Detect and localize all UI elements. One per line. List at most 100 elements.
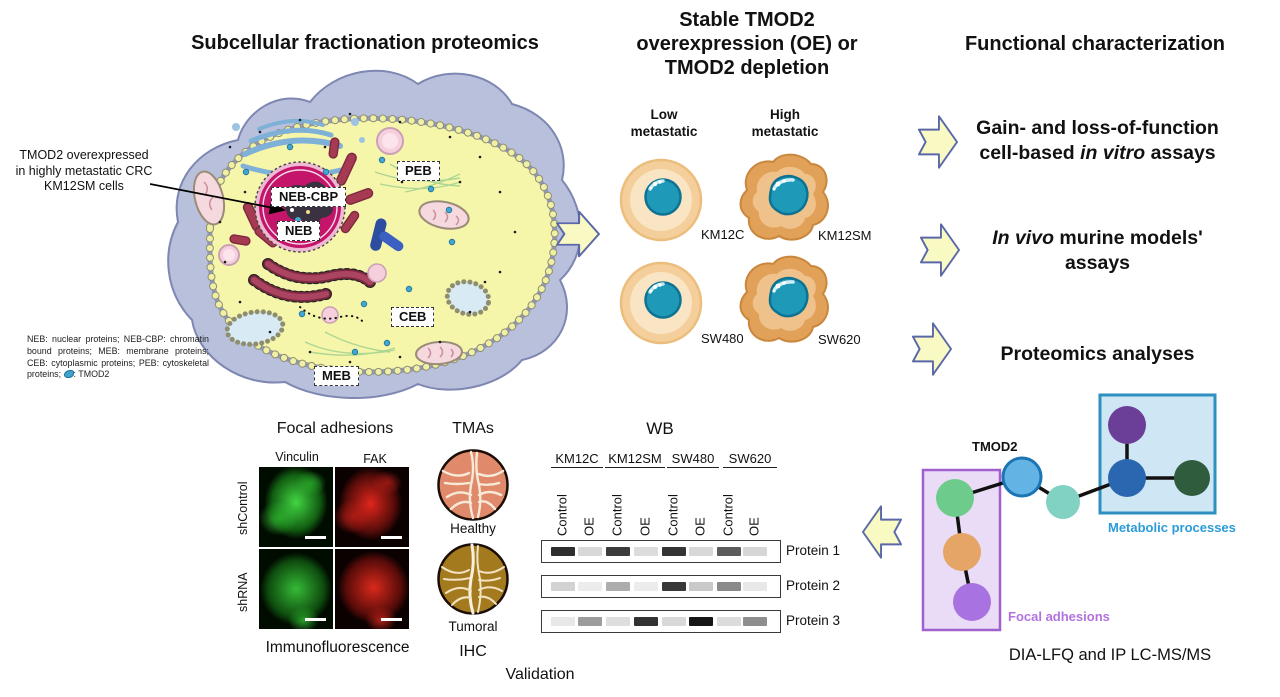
tma-healthy-label: Healthy (450, 521, 496, 536)
focal-adhesions-label: Focal adhesions (1008, 609, 1110, 624)
arrow-right-icon (920, 223, 960, 277)
cell-km12sm (739, 153, 829, 241)
tma-tumoral-label: Tumoral (448, 619, 498, 634)
item-proteomics-analyses: Proteomics analyses (1000, 343, 1195, 365)
tma-healthy-image (437, 449, 509, 521)
if-image-shrna-fak (335, 549, 409, 629)
node-orange (943, 533, 981, 571)
legend-text: NEB: nuclear proteins; NEB-CBP: chromati… (27, 334, 209, 380)
cell-sw620 (739, 255, 829, 343)
arrow-left-icon (862, 505, 902, 559)
wb-lane-label: Control (609, 494, 625, 536)
wb-band (662, 546, 686, 556)
node-teal (1046, 485, 1080, 519)
wb-blot-protein1 (541, 540, 781, 563)
label-neb: NEB (277, 221, 321, 241)
cell-km12c (619, 158, 703, 242)
item1-line2-post: assays (1145, 142, 1216, 164)
cytoplasm-dots (218, 112, 517, 364)
legend-suffix: : TMOD2 (73, 369, 110, 380)
wb-band (689, 581, 713, 591)
wb-band (717, 581, 741, 591)
tmod2-icon (63, 370, 74, 379)
wb-lane-label: OE (746, 517, 762, 536)
cell-illustration (150, 69, 580, 399)
wb-blot-protein3 (541, 610, 781, 633)
protein-network (921, 393, 1217, 632)
wb-group-km12c: KM12C (551, 451, 603, 468)
wb-band (743, 546, 767, 556)
wb-band (606, 546, 630, 556)
wb-band (634, 616, 658, 626)
wb-lane-label: Control (720, 494, 736, 536)
wb-protein1-label: Protein 1 (786, 543, 841, 558)
wb-band (551, 546, 575, 556)
item2-line2: assays (1064, 252, 1131, 274)
cell-sw480 (619, 261, 703, 345)
if-col-fak: FAK (363, 452, 387, 466)
item-in-vitro-assays: Gain- and loss-of-function cell-based in… (960, 116, 1235, 166)
if-caption: Immunofluorescence (265, 639, 410, 656)
wb-group-km12sm: KM12SM (605, 451, 665, 468)
if-image-shcontrol-vinculin (259, 467, 333, 547)
if-row-shrna: shRNA (236, 572, 250, 612)
fraction-legend: NEB: nuclear proteins; NEB-CBP: chromati… (27, 334, 209, 381)
tma-tumoral-image (437, 543, 509, 615)
proteomics-caption: DIA-LFQ and IP LC-MS/MS (1008, 646, 1212, 664)
wb-title: WB (646, 419, 674, 438)
validation-caption: Validation (505, 666, 575, 683)
cell-line-label-sw480: SW480 (701, 331, 744, 346)
label-ceb: CEB (391, 307, 435, 327)
wb-protein3-label: Protein 3 (786, 613, 841, 628)
wb-band (578, 616, 602, 626)
wb-band (662, 616, 686, 626)
wb-lane-label: OE (581, 517, 597, 536)
cell-line-label-km12sm: KM12SM (818, 228, 872, 243)
if-row-shcontrol: shControl (236, 481, 250, 535)
scale-bar (305, 618, 326, 621)
wb-band (743, 616, 767, 626)
wb-band (578, 581, 602, 591)
item1-line2-italic: in vitro (1080, 142, 1146, 164)
wb-band (689, 546, 713, 556)
node-green (936, 479, 974, 517)
wb-protein2-label: Protein 2 (786, 578, 841, 593)
ihc-caption: IHC (459, 643, 487, 660)
metabolic-processes-label: Metabolic processes (1108, 520, 1236, 535)
wb-band (551, 616, 575, 626)
wb-lane-label: Control (665, 494, 681, 536)
node-tmod2 (1001, 456, 1043, 498)
item2-line1-post: murine models' (1054, 227, 1203, 249)
scale-bar (381, 618, 402, 621)
wb-lane-label: OE (637, 517, 653, 536)
if-title: Focal adhesions (276, 420, 394, 437)
middle-panel-title: Stable TMOD2 overexpression (OE) or TMOD… (636, 9, 858, 79)
wb-band (634, 581, 658, 591)
label-peb: PEB (397, 161, 440, 181)
wb-group-sw620: SW620 (723, 451, 777, 468)
wb-band (606, 616, 630, 626)
cell-line-label-km12c: KM12C (701, 227, 745, 242)
wb-band (717, 616, 741, 626)
scale-bar (305, 536, 326, 539)
wb-band (634, 546, 658, 556)
wb-blot-protein2 (541, 575, 781, 598)
wb-band (578, 546, 602, 556)
cell-line-label-sw620: SW620 (818, 332, 861, 347)
arrow-right-icon (556, 210, 600, 258)
right-panel-title: Functional characterization (964, 33, 1226, 55)
cell-lines-illustration (619, 153, 829, 345)
scale-bar (381, 536, 402, 539)
wb-band (743, 581, 767, 591)
node-purple (1108, 406, 1146, 444)
tmod2-molecule (370, 218, 404, 252)
tma-title: TMAs (452, 420, 494, 437)
arrow-right-icon (912, 322, 952, 376)
tmod2-droplets (242, 143, 456, 356)
if-image-shrna-vinculin (259, 549, 333, 629)
item2-line1-italic: In vivo (992, 227, 1054, 249)
item1-line1: Gain- and loss-of-function (976, 117, 1219, 139)
column-header-low-metastatic: Low metastatic (630, 107, 698, 139)
label-meb: MEB (314, 366, 359, 386)
